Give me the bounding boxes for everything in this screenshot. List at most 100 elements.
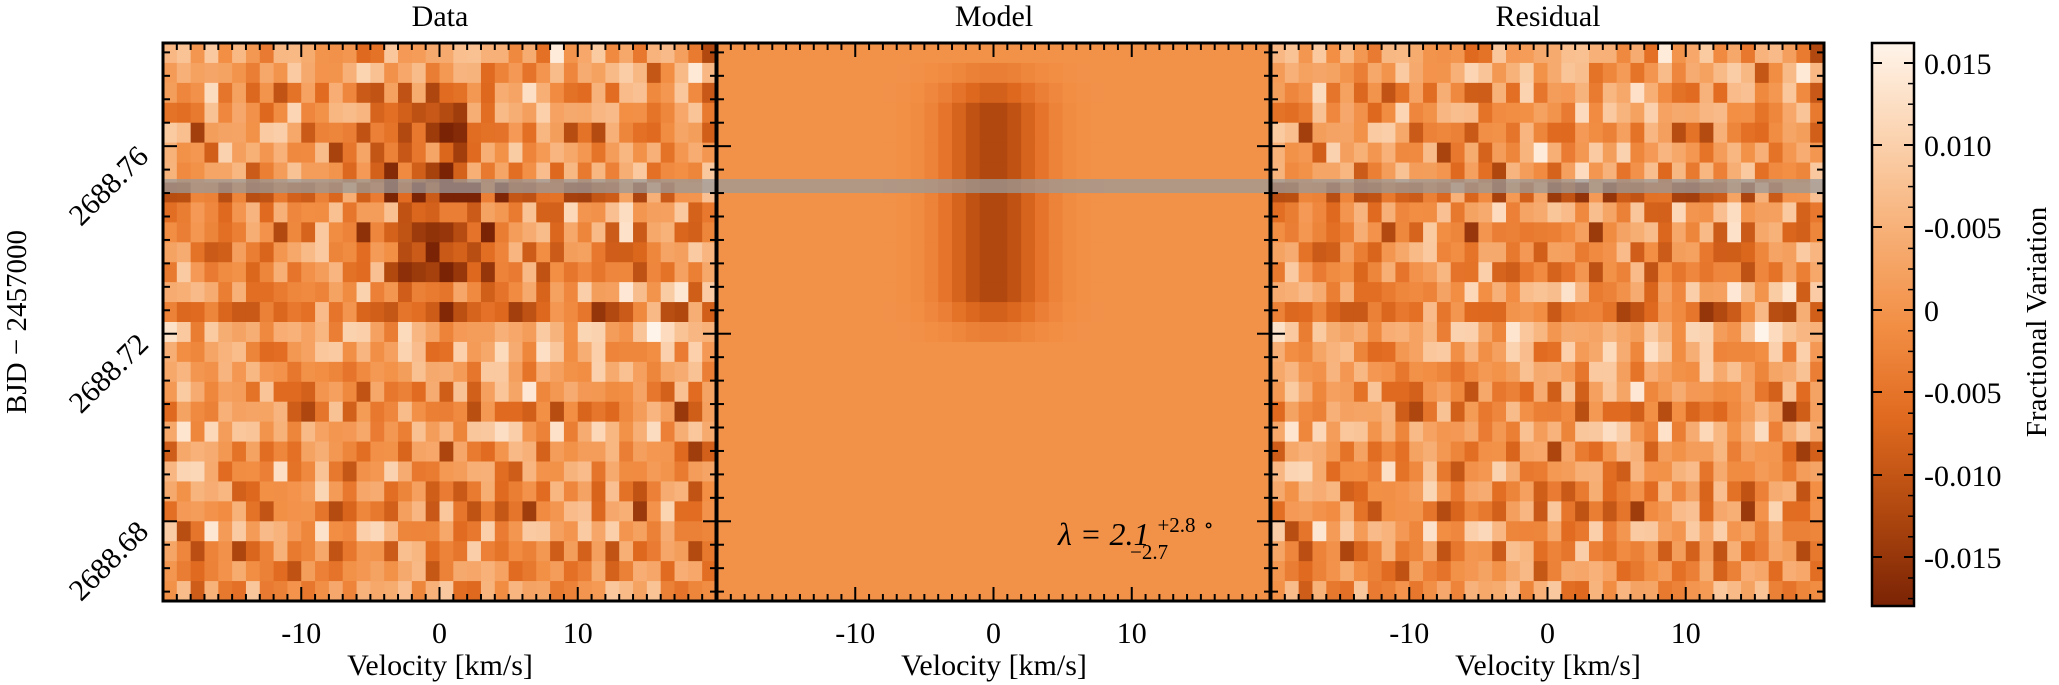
- heatmap-cell: [1506, 102, 1521, 124]
- heatmap-cell: [1173, 122, 1188, 144]
- heatmap-cell: [1658, 242, 1673, 263]
- heatmap-cell: [1104, 561, 1119, 582]
- heatmap-cell: [1395, 302, 1410, 323]
- heatmap-cell: [633, 421, 648, 443]
- heatmap-cell: [1145, 222, 1160, 243]
- heatmap-cell: [674, 242, 689, 263]
- heatmap-cell: [1298, 481, 1314, 502]
- heatmap-cell: [674, 43, 689, 64]
- heatmap-cell: [342, 82, 358, 104]
- heatmap-cell: [646, 481, 662, 502]
- heatmap-cell: [522, 102, 537, 124]
- heatmap-cell: [577, 461, 593, 483]
- heatmap-cell: [1340, 481, 1355, 502]
- heatmap-cell: [315, 521, 330, 542]
- heatmap-cell: [1575, 361, 1590, 383]
- heatmap-cell: [1242, 43, 1257, 64]
- heatmap-cell: [717, 361, 732, 383]
- heatmap-cell: [1768, 262, 1784, 283]
- heatmap-cell: [896, 481, 912, 502]
- heatmap-cell: [1284, 421, 1300, 443]
- heatmap-cell: [952, 461, 967, 483]
- heatmap-cell: [1242, 541, 1257, 562]
- heatmap-cell: [786, 82, 801, 104]
- heatmap-cell: [163, 561, 178, 582]
- heatmap-cell: [965, 481, 981, 502]
- heatmap-cell: [591, 481, 606, 502]
- heatmap-cell: [924, 561, 939, 582]
- heatmap-cell: [1131, 322, 1147, 343]
- heatmap-cell: [163, 222, 178, 243]
- heatmap-cell: [1021, 222, 1036, 243]
- heatmap-cell: [1671, 322, 1687, 343]
- heatmap-cell: [1602, 62, 1618, 84]
- heatmap-cell: [1062, 302, 1078, 323]
- heatmap-cell: [1340, 122, 1355, 144]
- heatmap-cell: [993, 262, 1008, 283]
- heatmap-cell: [550, 262, 565, 283]
- heatmap-cell: [1644, 421, 1659, 443]
- heatmap-cell: [1547, 262, 1562, 283]
- heatmap-cell: [1547, 401, 1562, 423]
- heatmap-cell: [1381, 421, 1397, 443]
- heatmap-cell: [1547, 341, 1562, 363]
- heatmap-cell: [563, 82, 579, 104]
- heatmap-cell: [577, 282, 593, 303]
- heatmap-cell: [522, 381, 537, 403]
- heatmap-cell: [1533, 541, 1549, 562]
- heatmap-cell: [772, 122, 787, 144]
- heatmap-cell: [1200, 381, 1216, 403]
- heatmap-cell: [1658, 421, 1673, 443]
- heatmap-cell: [190, 122, 206, 144]
- heatmap-cell: [730, 102, 746, 124]
- heatmap-cell: [1575, 282, 1590, 303]
- heatmap-cell: [1145, 43, 1160, 64]
- heatmap-cell: [717, 441, 732, 463]
- heatmap-cell: [1713, 82, 1728, 104]
- heatmap-cell: [702, 43, 717, 64]
- heatmap-cell: [577, 202, 593, 223]
- heatmap-cell: [786, 361, 801, 383]
- heatmap-cell: [1436, 282, 1452, 303]
- heatmap-cell: [1616, 222, 1632, 243]
- heatmap-cell: [425, 421, 441, 443]
- heatmap-cell: [1436, 62, 1452, 84]
- heatmap-cell: [467, 82, 482, 104]
- heatmap-cell: [1007, 122, 1022, 144]
- heatmap-cell: [190, 561, 206, 582]
- heatmap-cell: [536, 142, 551, 164]
- heatmap-cell: [176, 461, 192, 483]
- heatmap-cell: [411, 581, 427, 602]
- heatmap-cell: [1381, 302, 1397, 323]
- heatmap-cell: [660, 142, 676, 164]
- heatmap-cell: [910, 361, 925, 383]
- heatmap-cell: [1464, 142, 1479, 164]
- heatmap-cell: [370, 202, 385, 223]
- heatmap-cell: [827, 381, 843, 403]
- heatmap-cell: [1478, 222, 1493, 243]
- heatmap-cell: [1271, 162, 1286, 184]
- heatmap-cell: [356, 581, 371, 602]
- heatmap-cell: [273, 322, 289, 343]
- heatmap-cell: [1796, 43, 1811, 64]
- heatmap-cell: [619, 421, 634, 443]
- heatmap-cell: [577, 222, 593, 243]
- heatmap-cell: [190, 381, 206, 403]
- heatmap-cell: [1104, 481, 1119, 502]
- heatmap-cell: [577, 401, 593, 423]
- heatmap-cell: [1616, 581, 1632, 602]
- heatmap-cell: [1506, 581, 1521, 602]
- heatmap-cell: [1727, 102, 1742, 124]
- heatmap-cell: [993, 441, 1008, 463]
- heatmap-cell: [1741, 541, 1756, 562]
- heatmap-cell: [1104, 222, 1119, 243]
- heatmap-cell: [1699, 242, 1714, 263]
- heatmap-cell: [591, 561, 606, 582]
- heatmap-cell: [1062, 122, 1078, 144]
- heatmap-cell: [218, 142, 233, 164]
- heatmap-cell: [827, 481, 843, 502]
- heatmap-cell: [841, 461, 856, 483]
- heatmap-cell: [398, 162, 413, 184]
- heatmap-cell: [1076, 162, 1091, 184]
- heatmap-cell: [1007, 242, 1022, 263]
